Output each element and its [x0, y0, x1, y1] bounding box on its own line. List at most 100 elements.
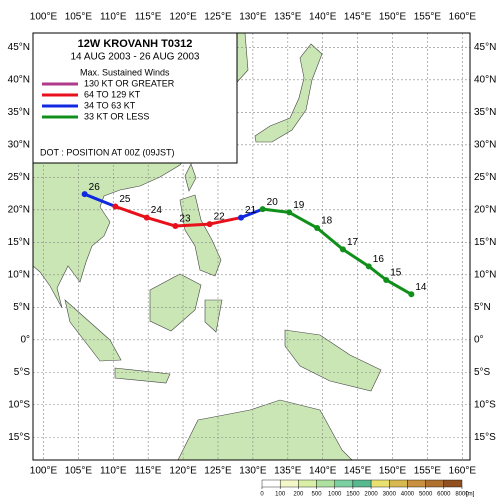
colorbar-label: 6000: [437, 492, 451, 498]
subtitle: 14 AUG 2003 - 26 AUG 2003: [71, 52, 200, 63]
track-segment: [367, 264, 388, 282]
y-tick-label: 15°N: [474, 237, 496, 248]
track-segment: [287, 210, 319, 230]
x-tick-label: 140°E: [309, 466, 337, 477]
day-label: 22: [214, 212, 226, 223]
y-tick-label: 35°N: [474, 107, 496, 118]
colorbar-label: 200: [293, 492, 304, 498]
colorbar-cell: [425, 479, 445, 488]
y-tick-label: 0°: [474, 334, 484, 345]
day-label: 23: [179, 214, 191, 225]
colorbar-cell: [389, 479, 408, 488]
position-dot: [339, 246, 346, 253]
y-tick-label: 15°S: [8, 432, 30, 443]
colorbar-cell: [261, 479, 281, 488]
colorbar-label: 4000: [401, 492, 415, 498]
x-tick-label: 110°E: [100, 466, 127, 477]
y-tick-label: 5°N: [474, 302, 491, 313]
legend: 12W KROVANH T0312 14 AUG 2003 - 26 AUG 2…: [32, 32, 238, 164]
y-tick-label: 25°N: [8, 172, 30, 183]
y-tick-label: 10°N: [8, 269, 30, 280]
y-tick-label: 45°N: [474, 42, 496, 53]
track-segment: [208, 216, 243, 226]
colorbar-label: 100: [275, 492, 286, 498]
day-label: 15: [390, 268, 402, 279]
x-tick-label: 135°E: [274, 466, 302, 477]
japan: [254, 43, 323, 143]
position-dot: [259, 206, 266, 213]
colorbar-label: 3000: [383, 492, 397, 498]
x-tick-label: 115°E: [135, 12, 162, 23]
x-tick-label: 105°E: [65, 466, 93, 477]
map-frame: [32, 32, 471, 461]
day-label: 25: [119, 194, 131, 205]
x-tick-label: 150°E: [379, 466, 407, 477]
legend-box: [32, 32, 238, 164]
colorbar: 0 100 200 500 1000 1500 2000 3000 4000 5000 6000 80…: [260, 479, 475, 498]
legend-label: 130 KT OR GREATER: [84, 78, 175, 88]
day-label: 20: [267, 197, 279, 208]
colorbar-label: 1500: [346, 492, 360, 498]
x-tick-label: 110°E: [100, 12, 127, 23]
legend-label: 64 TO 129 KT: [84, 89, 141, 99]
y-tick-label: 15°S: [474, 432, 496, 443]
y-tick-label: 10°S: [474, 399, 496, 410]
new-guinea: [284, 329, 382, 392]
colorbar-cell: [334, 479, 354, 488]
y-tick-label: 20°N: [8, 204, 30, 215]
colorbar-label: 8000: [455, 492, 469, 498]
y-tick-label: 20°N: [474, 204, 496, 215]
legend-label: 34 TO 63 KT: [84, 100, 136, 110]
java: [114, 367, 171, 384]
colorbar-label: 1000: [328, 492, 342, 498]
track-segment: [261, 207, 291, 214]
x-tick-label: 155°E: [414, 12, 442, 23]
day-label: 14: [415, 282, 427, 293]
y-tick-label: 30°N: [474, 139, 496, 150]
colorbar-cell: [316, 479, 335, 488]
x-tick-label: 120°E: [169, 12, 197, 23]
colorbar-cell: [352, 479, 372, 488]
x-tick-label: 160°E: [449, 12, 477, 23]
colorbar-label: 0: [260, 492, 264, 498]
sulawesi: [204, 299, 223, 333]
y-tick-label: 30°N: [8, 139, 30, 150]
legend-title: Max. Sustained Winds: [80, 67, 170, 77]
y-tick-label: 40°N: [8, 74, 30, 85]
x-tick-label: 150°E: [379, 12, 407, 23]
x-tick-label: 145°E: [344, 466, 372, 477]
typhoon-track: 14 15 16 17 18 19 20 21 22 23 24 25 26: [81, 182, 427, 298]
x-tick-label: 130°E: [239, 12, 267, 23]
x-tick-label: 155°E: [414, 466, 442, 477]
colorbar-cell: [298, 479, 317, 488]
track-segment: [173, 222, 212, 228]
track-segment: [145, 216, 177, 228]
colorbar-cell: [279, 479, 299, 488]
borneo: [149, 273, 202, 332]
position-dot: [365, 263, 372, 270]
y-tick-label: 10°N: [474, 269, 496, 280]
track-segment: [113, 205, 149, 220]
x-tick-label: 125°E: [204, 466, 232, 477]
position-dot: [112, 203, 119, 210]
track-segment: [384, 278, 413, 296]
title: 12W KROVANH T0312: [78, 38, 193, 50]
day-label: 17: [347, 237, 359, 248]
colorbar-cell: [407, 479, 426, 488]
x-tick-label: 115°E: [135, 466, 162, 477]
colorbar-cell: [370, 479, 390, 488]
y-tick-label: 5°S: [14, 367, 31, 378]
y-tick-label: 15°N: [8, 237, 30, 248]
position-dot: [206, 221, 213, 228]
y-tick-label: 40°N: [474, 74, 496, 85]
x-tick-label: 145°E: [344, 12, 372, 23]
y-tick-label: 5°N: [13, 302, 30, 313]
track-segment: [315, 226, 345, 251]
day-label: 21: [245, 205, 257, 216]
x-tick-label: 135°E: [274, 12, 302, 23]
x-tick-label: 130°E: [239, 466, 267, 477]
y-tick-label: 25°N: [474, 172, 496, 183]
position-dot: [81, 191, 88, 198]
